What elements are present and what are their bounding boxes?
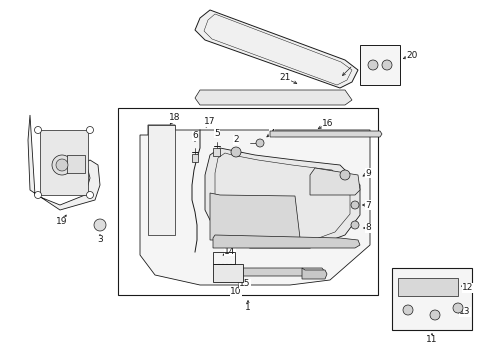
Polygon shape — [195, 90, 351, 105]
Text: 20: 20 — [406, 50, 417, 59]
Polygon shape — [220, 267, 325, 276]
Polygon shape — [204, 148, 359, 248]
Text: 12: 12 — [461, 284, 473, 292]
Text: 18: 18 — [169, 113, 181, 122]
Text: 5: 5 — [214, 129, 220, 138]
Circle shape — [350, 221, 358, 229]
Polygon shape — [28, 115, 100, 210]
Polygon shape — [302, 268, 326, 279]
Text: 15: 15 — [239, 279, 250, 288]
Text: 10: 10 — [230, 288, 241, 297]
Bar — [359, 45, 399, 85]
Text: 4: 4 — [268, 129, 274, 138]
Circle shape — [52, 155, 72, 175]
Circle shape — [256, 139, 264, 147]
Bar — [213, 148, 220, 156]
Circle shape — [339, 170, 349, 180]
Bar — [192, 154, 198, 162]
Circle shape — [35, 192, 41, 198]
Circle shape — [230, 147, 241, 157]
Polygon shape — [309, 168, 359, 195]
Circle shape — [86, 126, 93, 134]
Text: 1: 1 — [244, 303, 250, 312]
Text: 9: 9 — [365, 168, 370, 177]
Circle shape — [429, 310, 439, 320]
Text: 7: 7 — [365, 201, 370, 210]
Text: 17: 17 — [204, 117, 215, 126]
Text: 3: 3 — [97, 235, 102, 244]
Text: 6: 6 — [192, 131, 198, 140]
Bar — [148, 125, 175, 235]
Circle shape — [402, 305, 412, 315]
Text: 13: 13 — [458, 307, 470, 316]
Polygon shape — [269, 131, 381, 137]
Bar — [391, 268, 471, 330]
Text: 2: 2 — [233, 135, 238, 144]
Polygon shape — [195, 10, 357, 88]
Bar — [397, 278, 457, 296]
Polygon shape — [213, 235, 359, 248]
Bar — [213, 264, 243, 282]
Circle shape — [94, 219, 106, 231]
Bar — [213, 252, 235, 264]
Circle shape — [452, 303, 462, 313]
Text: 8: 8 — [365, 224, 370, 233]
Polygon shape — [140, 125, 369, 285]
Polygon shape — [209, 193, 299, 240]
Circle shape — [367, 60, 377, 70]
Circle shape — [350, 201, 358, 209]
Text: 21: 21 — [279, 73, 290, 82]
Circle shape — [86, 192, 93, 198]
Bar — [40, 130, 88, 195]
Text: 16: 16 — [322, 120, 333, 129]
Text: 19: 19 — [56, 217, 68, 226]
Bar — [67, 155, 85, 173]
Text: 14: 14 — [224, 247, 235, 256]
Circle shape — [381, 60, 391, 70]
Text: 11: 11 — [426, 336, 437, 345]
Circle shape — [35, 126, 41, 134]
Bar — [118, 108, 377, 295]
Circle shape — [56, 159, 68, 171]
